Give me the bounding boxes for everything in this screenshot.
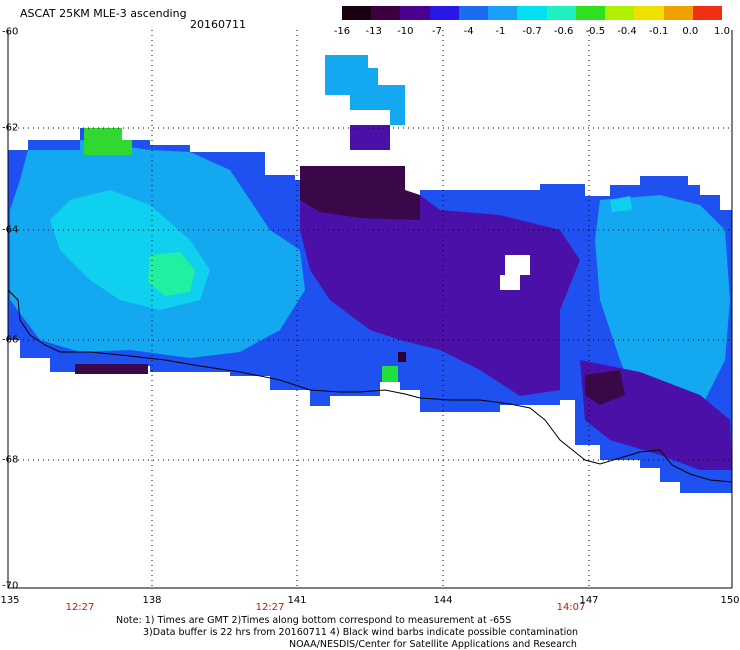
color-scale-swatch — [400, 6, 430, 20]
color-scale-swatch — [663, 6, 693, 20]
lat-label: -62 — [2, 122, 19, 134]
lon-label: 150 — [720, 595, 740, 606]
color-scale-label: -1 — [495, 26, 506, 37]
color-scale-labels: -16 -13 -10 -7 -4 -1 -0.7 -0.6 -0.5 -0.4 -0.1 0.0 1.… — [332, 26, 732, 40]
color-scale-swatch — [692, 6, 723, 20]
color-scale-swatch — [429, 6, 459, 20]
lon-label: 141 — [287, 595, 307, 606]
footer-note-line3: NOAA/NESDIS/Center for Satellite Applica… — [289, 639, 577, 650]
swath-patch-top-lower — [350, 125, 390, 150]
lat-label: -60 — [2, 26, 19, 38]
swath-region-cyan-green — [148, 252, 195, 296]
color-scale-bar — [342, 6, 723, 20]
color-scale-label: 1.0 — [714, 26, 730, 37]
color-scale-swatch — [546, 6, 576, 20]
color-scale-label: -0.1 — [648, 26, 669, 37]
swath-region-cyan-right — [610, 196, 632, 212]
lat-label: -66 — [2, 334, 19, 346]
lon-label: 135 — [0, 595, 20, 606]
color-scale-label: -4 — [463, 26, 474, 37]
time-label: 14:07 — [556, 602, 586, 613]
gridlines — [8, 30, 732, 588]
lon-label: 144 — [433, 595, 453, 606]
swath-region-dark-right — [585, 370, 625, 405]
coastline — [7, 289, 733, 483]
chart-title: ASCAT 25KM MLE-3 ascending — [20, 7, 187, 20]
color-scale-swatch — [458, 6, 489, 20]
lat-label: -64 — [2, 224, 19, 236]
time-label: 12:27 — [65, 602, 95, 613]
lat-label: -68 — [2, 454, 19, 466]
color-scale-swatch — [342, 6, 372, 20]
lat-label: -70 — [2, 580, 19, 592]
color-scale-swatch — [517, 6, 547, 20]
swath-region-green-top — [84, 128, 132, 155]
color-scale-label: -0.5 — [585, 26, 606, 37]
color-scale-swatch — [605, 6, 635, 20]
footer-note-line1: Note: 1) Times are GMT 2)Times along bot… — [116, 615, 512, 626]
swath-region-dark — [300, 166, 420, 220]
swath-region-purple-center — [300, 185, 580, 396]
color-scale-label: -16 — [333, 26, 351, 37]
footer-note-line2: 3)Data buffer is 22 hrs from 20160711 4)… — [143, 627, 579, 638]
color-scale-label: -7 — [432, 26, 442, 37]
lon-label: 147 — [579, 595, 599, 606]
color-scale-swatch — [488, 6, 518, 20]
chart-date: 20160711 — [190, 18, 246, 31]
swath-patch-top — [325, 55, 405, 125]
swath-gap — [500, 255, 530, 290]
color-scale-label: -0.6 — [553, 26, 574, 37]
color-scale-swatch — [575, 6, 606, 20]
data-swath — [8, 55, 732, 493]
color-scale-label: 0.0 — [682, 26, 699, 37]
swath-speck-dark — [398, 352, 406, 362]
color-scale-swatch — [371, 6, 401, 20]
color-scale-label: -13 — [365, 26, 382, 37]
swath-speck-green — [382, 366, 398, 382]
color-scale-label: -10 — [397, 26, 414, 37]
lon-label: 138 — [142, 595, 162, 606]
color-scale-label: -0.7 — [522, 26, 542, 37]
color-scale-label: -0.4 — [617, 26, 637, 37]
color-scale-swatch — [634, 6, 664, 20]
swath-region-dark-left — [75, 364, 148, 374]
time-label: 12:27 — [255, 602, 285, 613]
